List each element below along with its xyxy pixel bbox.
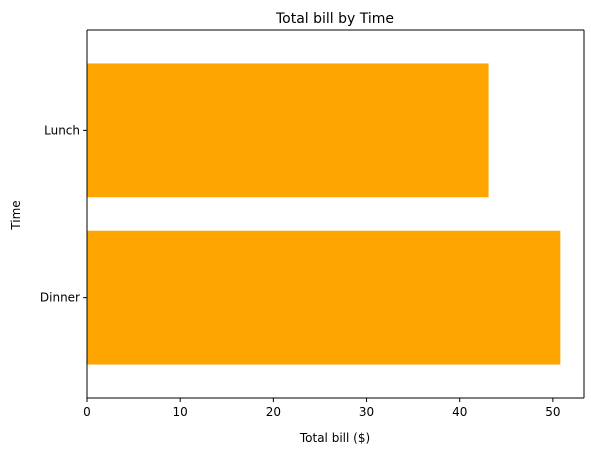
x-tick-label-40: 40: [452, 405, 467, 419]
y-axis-label: Time: [9, 200, 23, 230]
x-ticks-group: 0 10 20 30 40 50: [83, 398, 561, 419]
x-tick-label-0: 0: [83, 405, 91, 419]
bars-group: [87, 63, 561, 365]
bar-lunch: [87, 63, 489, 198]
x-tick-label-20: 20: [266, 405, 281, 419]
chart-title: Total bill by Time: [275, 11, 394, 27]
axes-frame: [86, 29, 585, 399]
x-tick-label-10: 10: [173, 405, 188, 419]
y-tick-label-dinner: Dinner: [40, 291, 80, 305]
x-tick-label-50: 50: [545, 405, 560, 419]
x-axis-label: Total bill ($): [299, 431, 370, 445]
bar-dinner: [87, 230, 561, 365]
x-tick-label-30: 30: [359, 405, 374, 419]
y-tick-label-lunch: Lunch: [44, 123, 80, 137]
y-ticks-group: Dinner Lunch: [40, 123, 87, 305]
